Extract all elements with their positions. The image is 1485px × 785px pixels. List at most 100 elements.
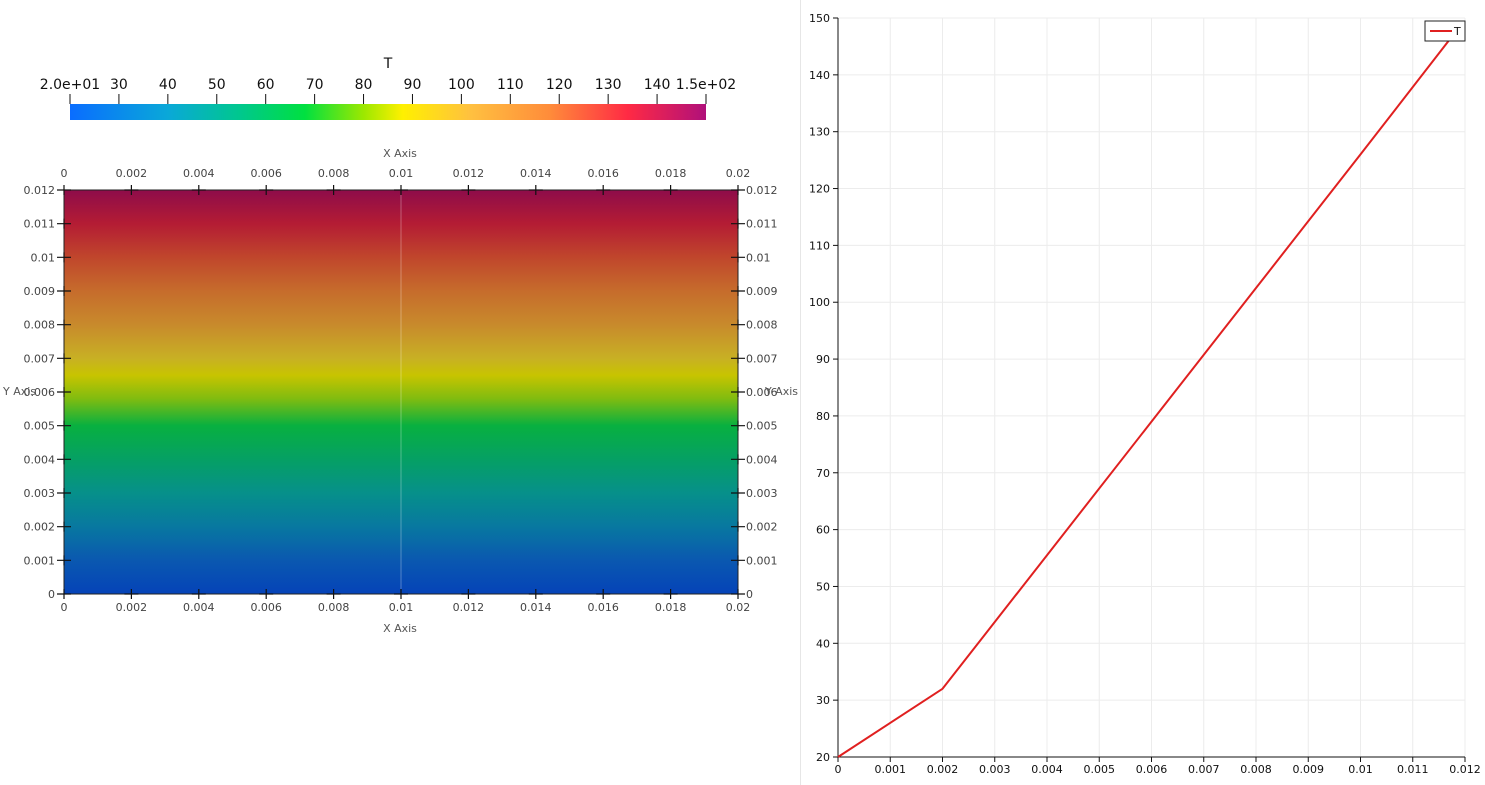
line-chart: 0 0.001 0.002 0.003 0.004 0.005 0.006 0.007 0.00… xyxy=(809,12,1481,776)
axis-tick-mark xyxy=(528,185,543,195)
y-tick-label-left: 0.001 xyxy=(24,554,56,567)
colorbar-title: T xyxy=(383,56,393,72)
x-axis-tick-label: 0.006 xyxy=(1136,763,1168,776)
y-axis-tick-label: 40 xyxy=(816,637,830,650)
y-axis-tick-label: 140 xyxy=(809,69,830,82)
axis-tick-mark xyxy=(663,185,678,195)
axis-tick-mark xyxy=(57,555,71,566)
axis-tick-mark xyxy=(57,420,71,431)
axis-tick-mark xyxy=(57,353,71,364)
y-tick-label-left: 0.004 xyxy=(24,453,56,466)
y-axis-tick-label: 110 xyxy=(809,239,830,252)
axis-tick-mark xyxy=(57,521,71,532)
y-axis-tick-label: 20 xyxy=(816,751,830,764)
y-tick-label-right: 0.005 xyxy=(746,420,778,433)
axis-tick-mark xyxy=(731,286,745,296)
y-axis-title-left: Y Axis xyxy=(2,385,36,398)
y-axis-tick-label: 90 xyxy=(816,353,830,366)
axis-tick-mark xyxy=(57,454,71,465)
x-tick-label-bottom: 0.006 xyxy=(250,601,282,614)
colorbar-tick-label: 50 xyxy=(208,77,226,93)
x-tick-label-bottom: 0 xyxy=(61,601,68,614)
colorbar-tick-label: 110 xyxy=(497,77,524,93)
axis-tick-mark xyxy=(731,555,745,566)
colorbar-tick-label: 90 xyxy=(404,77,422,93)
axis-tick-mark xyxy=(124,185,139,195)
axis-tick-mark xyxy=(259,589,274,599)
axis-tick-mark xyxy=(394,185,408,195)
axis-tick-mark xyxy=(57,218,71,229)
x-tick-label-bottom: 0.004 xyxy=(183,601,215,614)
chart-grid xyxy=(837,17,1466,758)
y-axis-tick-label: 80 xyxy=(816,410,830,423)
y-tick-label-left: 0.011 xyxy=(24,218,56,231)
x-axis-tick-label: 0.003 xyxy=(979,763,1011,776)
x-tick-label-bottom: 0.014 xyxy=(520,601,552,614)
axis-tick-mark xyxy=(57,488,71,498)
x-tick-label-bottom: 0.002 xyxy=(116,601,148,614)
y-tick-label-left: 0.003 xyxy=(24,487,56,500)
axis-tick-mark xyxy=(326,589,341,599)
x-tick-label-top: 0.02 xyxy=(726,167,751,180)
x-tick-label-bottom: 0.01 xyxy=(389,601,414,614)
chart-axes: 0 0.001 0.002 0.003 0.004 0.005 0.006 0.007 0.00… xyxy=(809,12,1481,776)
y-tick-label-right: 0.004 xyxy=(746,453,778,466)
y-axis-tick-label: 120 xyxy=(809,183,830,196)
axis-tick-mark xyxy=(57,319,71,330)
colorbar-tick-label: 120 xyxy=(546,77,573,93)
axis-tick-mark xyxy=(731,521,745,532)
axis-tick-mark xyxy=(731,319,745,330)
axis-tick-mark xyxy=(731,252,745,263)
axis-tick-mark xyxy=(57,252,71,263)
axis-tick-mark xyxy=(596,589,611,599)
axis-tick-mark xyxy=(57,286,71,296)
x-tick-label-top: 0.002 xyxy=(116,167,148,180)
y-tick-label-right: 0.006 xyxy=(746,386,778,399)
line-chart-view[interactable]: 0 0.001 0.002 0.003 0.004 0.005 0.006 0.007 0.00… xyxy=(801,0,1485,785)
y-tick-label-left: 0.005 xyxy=(24,420,56,433)
y-axis-title-right: Y Axis xyxy=(764,385,798,398)
render-canvas: T 2.0e+01 30 40 50 60 70 80 90 100 110 120 130 140 1.… xyxy=(2,56,798,635)
y-tick-label-right: 0.007 xyxy=(746,352,778,365)
x-tick-label-top: 0.012 xyxy=(453,167,485,180)
y-tick-label-right: 0.002 xyxy=(746,521,778,534)
x-tick-label-top: 0.018 xyxy=(655,167,687,180)
colorbar-gradient xyxy=(70,104,706,120)
y-tick-label-right: 0 xyxy=(746,588,753,601)
axis-tick-mark xyxy=(461,589,476,599)
x-tick-label-bottom: 0.02 xyxy=(726,601,751,614)
axis-tick-mark xyxy=(528,589,543,599)
x-axis-tick-label: 0.001 xyxy=(875,763,907,776)
y-tick-label-right: 0.01 xyxy=(746,251,771,264)
x-axis-tick-label: 0.005 xyxy=(1084,763,1116,776)
colorbar-tick-label: 40 xyxy=(159,77,177,93)
x-axis-tick-label: 0.01 xyxy=(1348,763,1373,776)
chart-series xyxy=(837,32,1456,758)
view-divider[interactable] xyxy=(800,0,801,785)
x-tick-label-top: 0.014 xyxy=(520,167,552,180)
y-axis-tick-label: 50 xyxy=(816,580,830,593)
y-tick-label-left: 0.006 xyxy=(24,386,56,399)
y-tick-label-right: 0.008 xyxy=(746,319,778,332)
colorbar-tick-label: 80 xyxy=(355,77,373,93)
x-axis-tick-label: 0.012 xyxy=(1449,763,1481,776)
x-tick-label-top: 0.01 xyxy=(389,167,414,180)
x-axis-title-bottom: X Axis xyxy=(383,622,417,635)
axis-tick-mark xyxy=(731,420,745,431)
axis-tick-mark xyxy=(394,589,408,599)
x-tick-label-bottom: 0.012 xyxy=(453,601,485,614)
colorbar-tick-label: 140 xyxy=(644,77,671,93)
y-axis-tick-label: 60 xyxy=(816,524,830,537)
y-tick-label-right: 0.001 xyxy=(746,554,778,567)
x-tick-label-bottom: 0.016 xyxy=(587,601,619,614)
axis-tick-mark xyxy=(663,589,678,599)
x-axis-tick-label: 0.008 xyxy=(1240,763,1272,776)
y-tick-label-left: 0 xyxy=(48,588,55,601)
render-view[interactable]: T 2.0e+01 30 40 50 60 70 80 90 100 110 120 130 140 1.… xyxy=(0,0,800,785)
colorbar-tick-label: 2.0e+01 xyxy=(40,77,100,93)
y-tick-label-left: 0.009 xyxy=(24,285,56,298)
axis-tick-mark xyxy=(461,185,476,195)
cube-axes: 000.0020.0020.0040.0040.0060.0060.0080.0… xyxy=(24,167,778,614)
axis-tick-mark xyxy=(57,185,71,195)
x-tick-label-top: 0 xyxy=(61,167,68,180)
